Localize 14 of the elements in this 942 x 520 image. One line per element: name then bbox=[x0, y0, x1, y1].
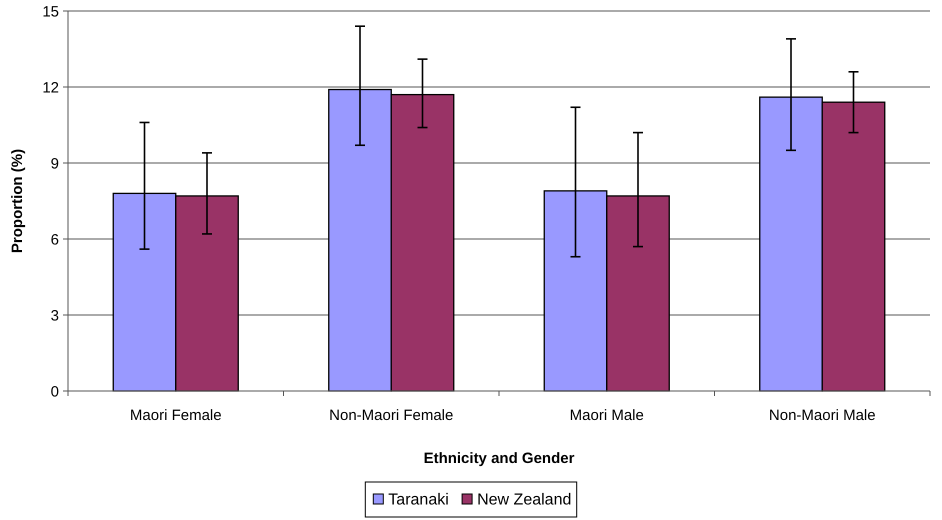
y-tick-label: 12 bbox=[42, 79, 59, 96]
y-tick-label: 9 bbox=[50, 155, 59, 172]
y-tick-label: 0 bbox=[50, 383, 59, 400]
legend-label: Taranaki bbox=[388, 492, 449, 509]
x-tick-label: Non-Maori Female bbox=[329, 407, 454, 424]
y-tick-label: 3 bbox=[50, 307, 59, 324]
x-axis-title: Ethnicity and Gender bbox=[424, 450, 575, 467]
x-tick-label: Non-Maori Male bbox=[768, 407, 876, 424]
y-axis-title: Proportion (%) bbox=[9, 148, 26, 254]
x-tick-label: Maori Male bbox=[570, 407, 644, 424]
y-tick-label: 6 bbox=[50, 231, 59, 248]
legend-label: New Zealand bbox=[477, 492, 572, 509]
x-tick-label: Maori Female bbox=[130, 407, 222, 424]
y-tick-label: 15 bbox=[42, 3, 59, 20]
